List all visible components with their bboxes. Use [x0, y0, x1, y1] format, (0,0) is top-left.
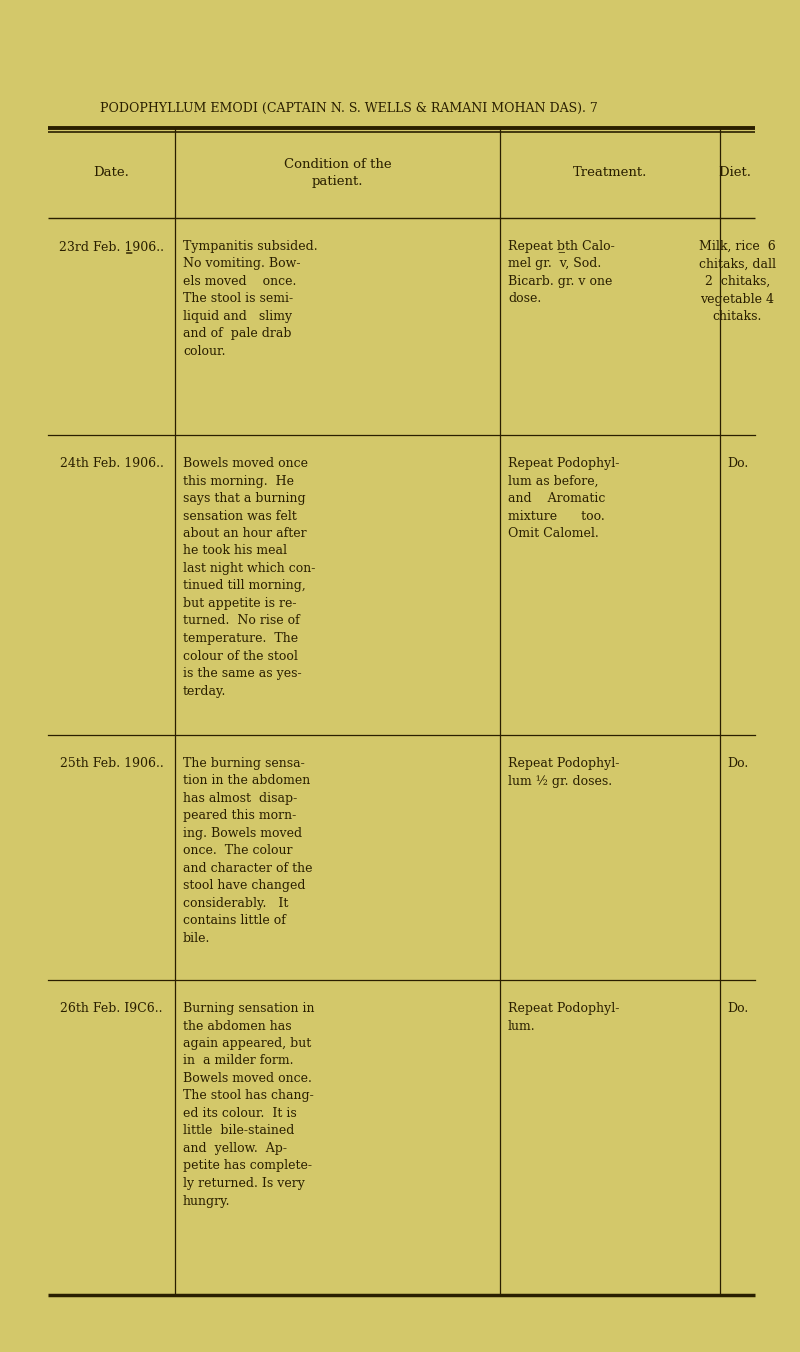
Text: The burning sensa-
tion in the abdomen
has almost  disap-
peared this morn-
ing.: The burning sensa- tion in the abdomen h… — [183, 757, 313, 945]
Text: Do.: Do. — [727, 1002, 748, 1015]
Text: 23rd Feb. 1̳906..: 23rd Feb. 1̳906.. — [59, 241, 164, 253]
Text: Burning sensation in
the abdomen has
again appeared, but
in  a milder form.
Bowe: Burning sensation in the abdomen has aga… — [183, 1002, 314, 1207]
Text: Do.: Do. — [727, 457, 748, 470]
Text: 25th Feb. 1906..: 25th Feb. 1906.. — [60, 757, 163, 771]
Text: Condition of the
patient.: Condition of the patient. — [284, 158, 391, 188]
Text: Repeat Podophyl-
lum as before,
and    Aromatic
mixture      too.
Omit Calomel.: Repeat Podophyl- lum as before, and Arom… — [508, 457, 619, 539]
Text: Milk, rice  6
chitaks, dall
2  chitaks,
vegetable 4
chitaks.: Milk, rice 6 chitaks, dall 2 chitaks, ve… — [699, 241, 776, 323]
Text: 26th Feb. I9C6..: 26th Feb. I9C6.. — [60, 1002, 162, 1015]
Text: Repeat Podophyl-
lum ½ gr. doses.: Repeat Podophyl- lum ½ gr. doses. — [508, 757, 619, 787]
Text: 24th Feb. 1906..: 24th Feb. 1906.. — [59, 457, 163, 470]
Text: PODOPHYLLUM EMODI (CAPTAIN N. S. WELLS & RAMANI MOHAN DAS). 7: PODOPHYLLUM EMODI (CAPTAIN N. S. WELLS &… — [100, 101, 598, 115]
Text: Treatment.: Treatment. — [573, 166, 647, 180]
Text: Repeat Podophyl-
lum.: Repeat Podophyl- lum. — [508, 1002, 619, 1033]
Text: Date.: Date. — [94, 166, 130, 180]
Text: Tympanitis subsided.
No vomiting. Bow-
els moved    once.
The stool is semi-
liq: Tympanitis subsided. No vomiting. Bow- e… — [183, 241, 318, 358]
Text: Repeat b̲th Calo-
mel gr.  v, Sod.
Bicarb. gr. v one
dose.: Repeat b̲th Calo- mel gr. v, Sod. Bicarb… — [508, 241, 614, 306]
Text: Diet.: Diet. — [719, 166, 756, 180]
Text: Do.: Do. — [727, 757, 748, 771]
Text: Bowels moved once
this morning.  He
says that a burning
sensation was felt
about: Bowels moved once this morning. He says … — [183, 457, 315, 698]
